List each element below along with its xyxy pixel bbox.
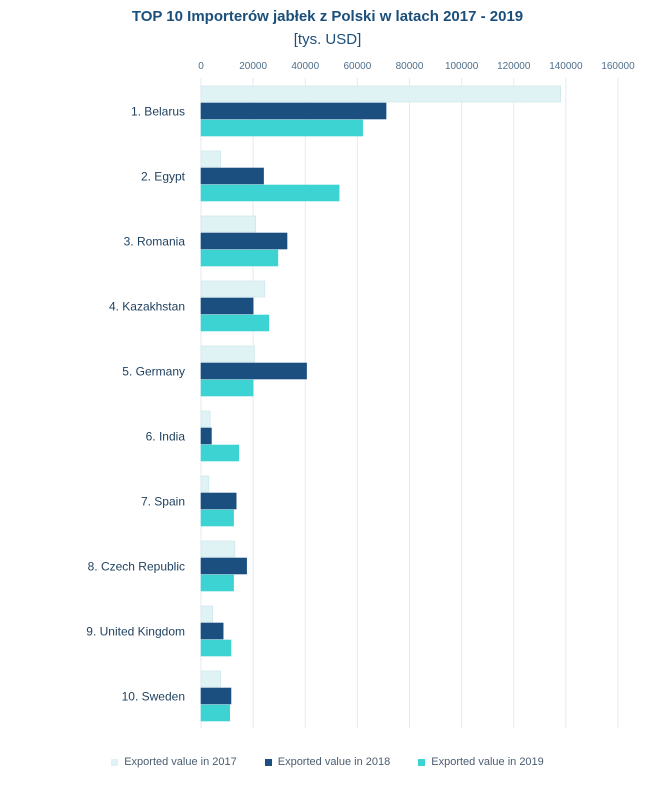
category-label-5: 6. India <box>146 430 186 444</box>
bar-0-series-1 <box>200 102 387 120</box>
bar-5-series-0 <box>200 410 211 428</box>
bar-7-series-1 <box>200 557 247 575</box>
bar-6-series-0 <box>200 475 210 493</box>
category-label-4: 5. Germany <box>122 365 185 379</box>
bar-4-series-1 <box>200 362 307 380</box>
x-tick-label-4: 80000 <box>396 61 424 72</box>
x-tick-label-1: 20000 <box>239 61 267 72</box>
x-tick-label-2: 40000 <box>291 61 319 72</box>
bar-2-series-0 <box>200 215 257 233</box>
bar-7-series-2 <box>200 574 234 592</box>
category-label-7: 8. Czech Republic <box>88 560 185 574</box>
bar-4-series-2 <box>200 379 254 397</box>
category-label-9: 10. Sweden <box>122 690 185 704</box>
legend-label-2019: Exported value in 2019 <box>431 756 544 768</box>
x-tick-label-3: 60000 <box>343 61 371 72</box>
bar-8-series-2 <box>200 639 232 657</box>
bar-3-series-0 <box>200 280 266 298</box>
bar-0-series-0 <box>200 85 561 103</box>
bar-6-series-2 <box>200 509 234 527</box>
bar-8-series-1 <box>200 622 224 640</box>
x-tick-label-7: 140000 <box>549 61 583 72</box>
bar-2-series-1 <box>200 232 288 250</box>
category-label-3: 4. Kazakhstan <box>109 300 185 314</box>
bar-2-series-2 <box>200 249 279 267</box>
legend-label-2018: Exported value in 2018 <box>277 756 391 768</box>
bar-8-series-0 <box>200 605 214 623</box>
bar-5-series-1 <box>200 427 212 445</box>
bar-4-series-0 <box>200 345 255 363</box>
bar-0-series-2 <box>200 119 363 137</box>
x-tick-label-0: 0 <box>198 61 204 72</box>
legend-swatch-2019 <box>418 758 426 766</box>
legend-item-2018: Exported value in 2018 <box>264 756 391 768</box>
legend-label-2017: Exported value in 2017 <box>124 756 237 768</box>
bar-1-series-2 <box>200 184 340 202</box>
bar-3-series-1 <box>200 297 254 315</box>
legend-swatch-2017 <box>111 758 119 766</box>
chart-subtitle: [tys. USD] <box>293 31 362 48</box>
legend-item-2017: Exported value in 2017 <box>111 756 237 768</box>
category-label-6: 7. Spain <box>141 495 185 509</box>
bar-1-series-0 <box>200 150 221 168</box>
bar-9-series-2 <box>200 704 230 722</box>
category-label-0: 1. Belarus <box>131 105 185 119</box>
bar-9-series-0 <box>200 670 221 688</box>
category-label-1: 2. Egypt <box>141 170 186 184</box>
legend: Exported value in 2017 Exported value in… <box>0 756 655 768</box>
legend-swatch-2018 <box>264 758 272 766</box>
bar-7-series-0 <box>200 540 236 558</box>
bar-9-series-1 <box>200 687 232 705</box>
bar-5-series-2 <box>200 444 240 462</box>
bar-3-series-2 <box>200 314 270 332</box>
category-label-8: 9. United Kingdom <box>86 625 185 639</box>
x-tick-label-5: 100000 <box>445 61 479 72</box>
category-label-2: 3. Romania <box>124 235 186 249</box>
bar-1-series-1 <box>200 167 264 185</box>
legend-item-2019: Exported value in 2019 <box>418 756 544 768</box>
x-tick-label-6: 120000 <box>497 61 531 72</box>
chart-title: TOP 10 Importerów jabłek z Polski w lata… <box>131 8 524 25</box>
x-tick-label-8: 160000 <box>601 61 635 72</box>
bar-6-series-1 <box>200 492 237 510</box>
